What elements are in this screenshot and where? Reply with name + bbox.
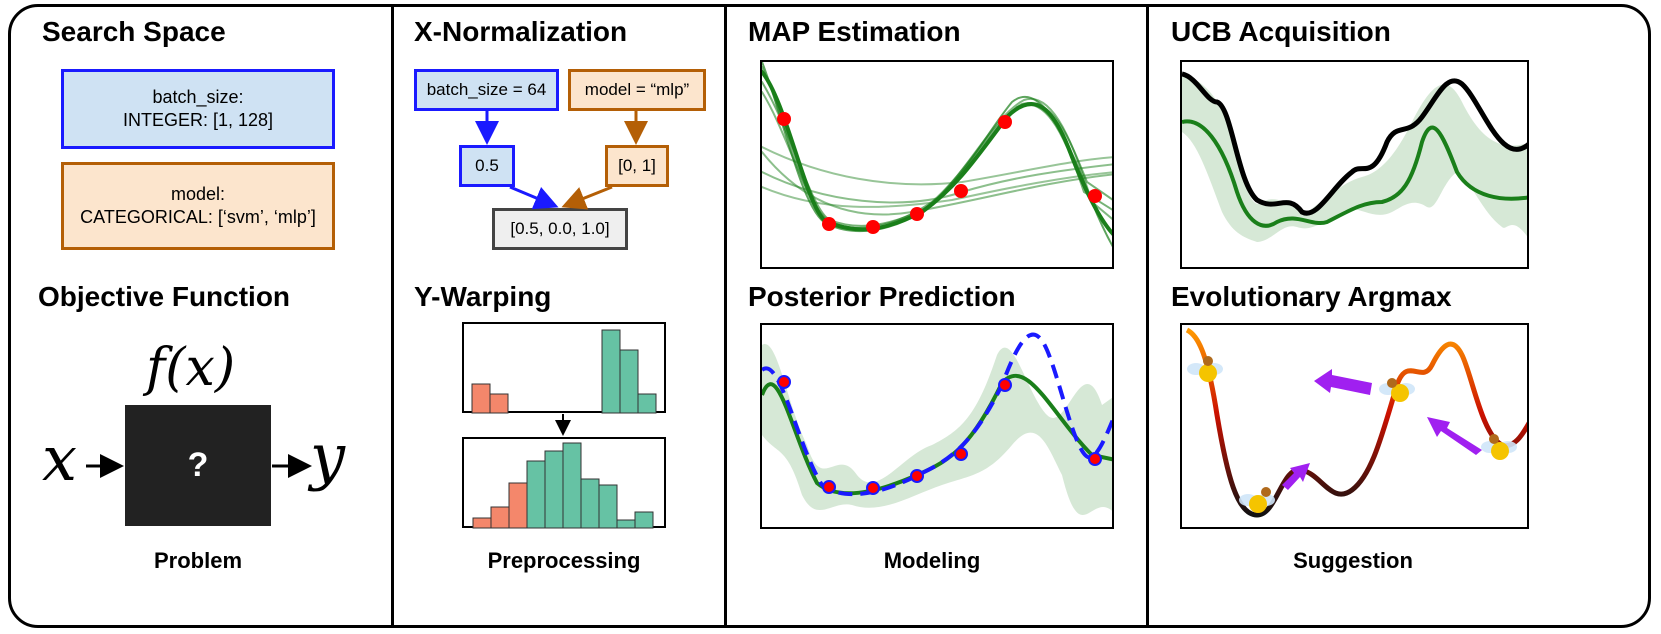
hist-bar bbox=[616, 519, 636, 529]
hist-bar bbox=[489, 393, 509, 414]
hist-bar bbox=[619, 349, 639, 414]
purple-arrow-icon bbox=[1282, 463, 1310, 490]
evolutionary-argmax-title: Evolutionary Argmax bbox=[1171, 281, 1452, 312]
data-point bbox=[866, 220, 880, 234]
bee-icon bbox=[1379, 378, 1415, 402]
hist-bar bbox=[471, 383, 491, 414]
data-point bbox=[998, 378, 1012, 392]
hist-bar bbox=[601, 329, 621, 414]
data-point bbox=[910, 207, 924, 221]
observation-points bbox=[777, 375, 1102, 495]
suggestion-footer: Suggestion bbox=[1293, 548, 1413, 573]
hist-bar bbox=[472, 517, 492, 529]
data-point bbox=[954, 447, 968, 461]
ucb-band bbox=[1182, 72, 1527, 242]
ucb-plot bbox=[1180, 60, 1529, 269]
feature-vector-box: [0.5, 0.0, 1.0] bbox=[492, 208, 628, 250]
observation-points bbox=[777, 112, 1102, 234]
posterior-prediction-title: Posterior Prediction bbox=[748, 281, 1016, 312]
objective-function-title: Objective Function bbox=[38, 281, 291, 312]
ucb-curve bbox=[1182, 71, 1527, 216]
data-point bbox=[777, 112, 791, 126]
data-point bbox=[866, 481, 880, 495]
bee-icon bbox=[1239, 487, 1275, 513]
bee-icon bbox=[1187, 356, 1223, 382]
y-output-label: y bbox=[310, 420, 346, 493]
hist-bar bbox=[490, 506, 510, 529]
true-function bbox=[762, 332, 1112, 497]
hist-bar bbox=[598, 484, 618, 529]
raw-histogram bbox=[471, 329, 657, 414]
x-input-label: x bbox=[42, 422, 77, 495]
divider-2 bbox=[724, 4, 727, 628]
ucb-acquisition-title: UCB Acquisition bbox=[1171, 16, 1391, 47]
map-curves bbox=[762, 62, 1112, 248]
preprocessing-footer: Preprocessing bbox=[487, 548, 641, 573]
data-point bbox=[954, 184, 968, 198]
raw-histogram-panel bbox=[462, 322, 666, 414]
mean-curve bbox=[1182, 119, 1527, 228]
onehot-model-box: [0, 1] bbox=[605, 145, 669, 187]
bee-icon bbox=[1481, 434, 1517, 460]
data-point bbox=[822, 480, 836, 494]
purple-arrow-icon bbox=[1314, 369, 1372, 395]
purple-arrow-icon bbox=[1427, 417, 1482, 455]
ucb-curves bbox=[1182, 71, 1527, 242]
data-point bbox=[910, 469, 924, 483]
search-space-title: Search Space bbox=[42, 16, 226, 47]
map-estimation-title: MAP Estimation bbox=[748, 16, 961, 47]
hist-bar bbox=[580, 478, 600, 529]
outer-frame bbox=[8, 4, 1651, 628]
model-param-box: model: CATEGORICAL: [‘svm’, ‘mlp’] bbox=[61, 162, 335, 250]
bees-and-arrows bbox=[1187, 356, 1517, 513]
batch-size-param-box: batch_size: INTEGER: [1, 128] bbox=[61, 69, 335, 149]
model-value-box: model = “mlp” bbox=[568, 69, 706, 111]
hist-bar bbox=[544, 450, 564, 529]
normalized-batch-box: 0.5 bbox=[459, 145, 515, 187]
param1-name: batch_size: bbox=[152, 86, 244, 107]
evolutionary-plot bbox=[1180, 323, 1529, 529]
fx-label: f(x) bbox=[146, 338, 236, 398]
modeling-footer: Modeling bbox=[883, 548, 981, 573]
data-point bbox=[1088, 189, 1102, 203]
warped-histogram bbox=[472, 442, 654, 529]
data-point bbox=[777, 375, 791, 389]
hist-bar bbox=[634, 511, 654, 529]
param2-spec: CATEGORICAL: [‘svm’, ‘mlp’] bbox=[80, 207, 316, 227]
uncertainty-band bbox=[762, 344, 1112, 515]
divider-1 bbox=[391, 4, 394, 628]
param2-name: model: bbox=[170, 183, 226, 204]
x-normalization-title: X-Normalization bbox=[414, 16, 628, 47]
divider-3 bbox=[1146, 4, 1149, 628]
batch-size-value-box: batch_size = 64 bbox=[414, 69, 559, 111]
hist-bar bbox=[562, 442, 582, 529]
objective-curve bbox=[1185, 327, 1527, 518]
data-point bbox=[998, 115, 1012, 129]
y-warping-title: Y-Warping bbox=[414, 281, 552, 312]
map-estimation-plot bbox=[760, 60, 1114, 269]
purple-arrows bbox=[1282, 369, 1482, 490]
hist-bar bbox=[526, 460, 546, 529]
data-point bbox=[822, 217, 836, 231]
hist-bar bbox=[508, 482, 528, 529]
data-point bbox=[1088, 452, 1102, 466]
warped-histogram-panel bbox=[462, 437, 666, 529]
posterior-plot bbox=[760, 323, 1114, 529]
problem-footer: Problem bbox=[153, 548, 243, 573]
black-box-function: ? bbox=[125, 405, 271, 526]
evolutionary-curve bbox=[1185, 327, 1527, 518]
hist-bar bbox=[637, 393, 657, 414]
param1-spec: INTEGER: [1, 128] bbox=[122, 110, 274, 130]
posterior-curves bbox=[762, 332, 1112, 515]
